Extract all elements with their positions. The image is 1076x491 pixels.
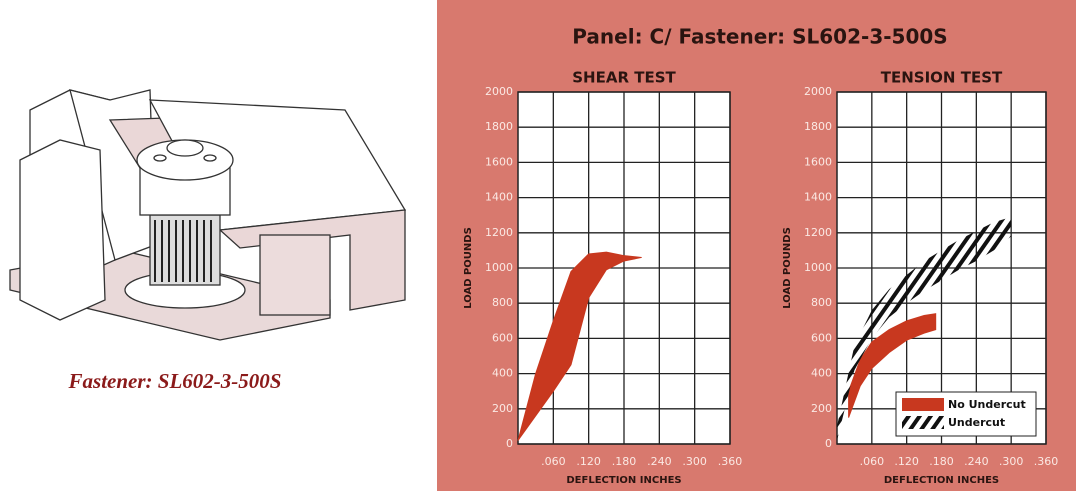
y-tick-label: 1600 [485,155,513,168]
legend-swatch [902,416,944,429]
x-tick-label: .120 [576,455,601,468]
caption: Fastener: SL602-3-500S [68,369,282,393]
y-tick-label: 200 [811,402,832,415]
legend-swatch [902,398,944,411]
x-tick-label: .240 [964,455,989,468]
band [848,313,937,418]
y-tick-label: 800 [492,296,513,309]
x-tick-label: .240 [647,455,672,468]
y-tick-label: 0 [825,437,832,450]
x-tick-label: .060 [860,455,885,468]
y-tick-label: 1600 [804,155,832,168]
x-tick-label: .360 [718,455,743,468]
panel-title: Panel: C/ Fastener: SL602-3-500S [572,25,947,49]
y-tick-label: 1400 [804,191,832,204]
y-tick-label: 800 [811,296,832,309]
y-tick-label: 1800 [804,120,832,133]
y-tick-label: 0 [506,437,513,450]
y-tick-label: 1000 [485,261,513,274]
x-tick-label: .060 [541,455,566,468]
y-tick-label: 400 [811,367,832,380]
chart-title: SHEAR TEST [572,69,676,87]
y-axis-label: LOAD POUNDS [782,227,793,309]
y-tick-label: 1400 [485,191,513,204]
y-tick-label: 200 [492,402,513,415]
x-tick-label: .300 [682,455,707,468]
legend-label: No Undercut [948,398,1026,411]
y-tick-label: 1000 [804,261,832,274]
y-tick-label: 600 [811,331,832,344]
band [517,251,642,441]
x-tick-label: .300 [999,455,1024,468]
x-tick-label: .360 [1034,455,1059,468]
y-axis-label: LOAD POUNDS [463,227,474,309]
x-tick-label: .180 [929,455,954,468]
y-tick-label: 2000 [485,85,513,98]
y-tick-label: 1800 [485,120,513,133]
x-axis-label: DEFLECTION INCHES [884,475,999,486]
x-tick-label: .120 [894,455,919,468]
y-tick-label: 600 [492,331,513,344]
y-tick-label: 1200 [485,226,513,239]
x-axis-label: DEFLECTION INCHES [566,475,681,486]
y-tick-label: 1200 [804,226,832,239]
band [837,216,1012,441]
fastener-illustration [9,89,407,341]
x-tick-label: .180 [612,455,637,468]
y-tick-label: 400 [492,367,513,380]
y-tick-label: 2000 [804,85,832,98]
legend-label: Undercut [948,416,1005,429]
chart-title: TENSION TEST [881,69,1003,87]
